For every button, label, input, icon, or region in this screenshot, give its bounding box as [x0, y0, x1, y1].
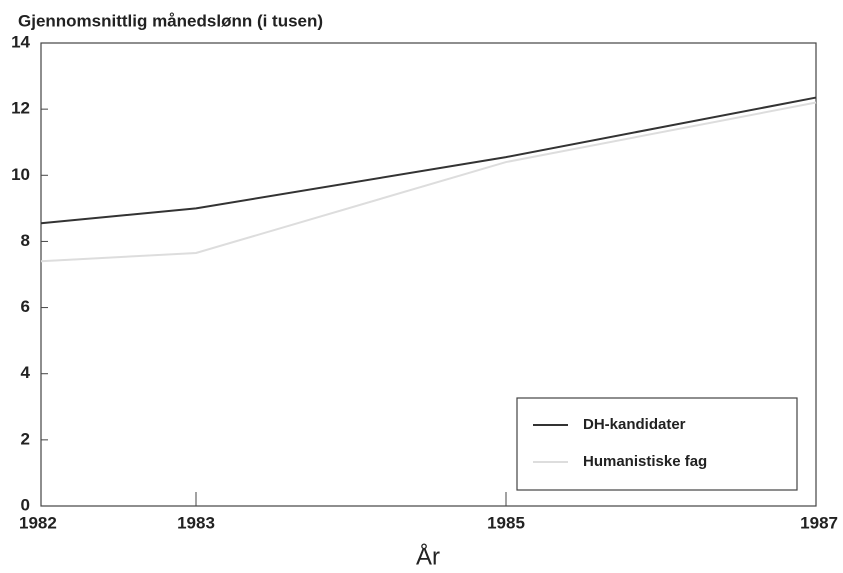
y-tick-label: 12	[11, 99, 30, 118]
x-tick-label: 1983	[177, 513, 215, 532]
x-tick-label: 1985	[487, 513, 525, 532]
plot-frame	[40, 42, 817, 507]
x-axis-label: År	[416, 542, 440, 570]
y-tick-label: 4	[21, 363, 31, 382]
data-line	[40, 96, 817, 225]
legend-label: Humanistiske fag	[583, 453, 707, 470]
data-line	[40, 101, 817, 263]
y-tick-label: 6	[21, 297, 30, 316]
chart-title: Gjennomsnittlig månedslønn (i tusen)	[18, 11, 323, 30]
legend-box	[516, 397, 798, 491]
y-tick-label: 10	[11, 165, 30, 184]
y-tick-label: 0	[21, 495, 30, 514]
x-tick-label: 1987	[800, 513, 838, 532]
y-tick-label: 8	[21, 231, 30, 250]
legend-label: DH-kandidater	[583, 416, 686, 433]
x-tick-label: 1982	[19, 513, 57, 532]
y-tick-label: 2	[21, 429, 30, 448]
y-tick-label: 14	[11, 32, 30, 51]
